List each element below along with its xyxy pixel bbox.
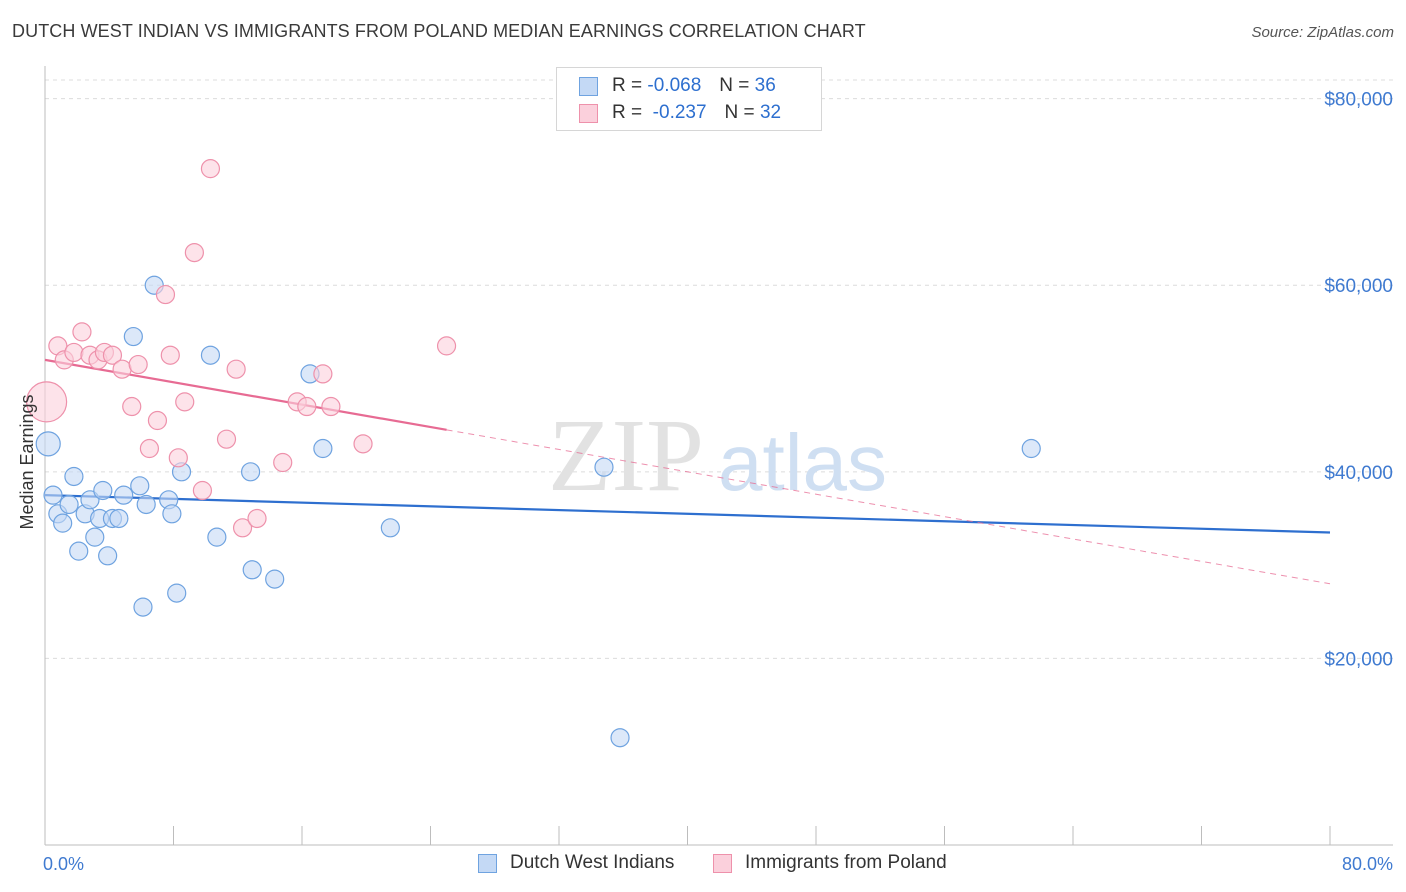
legend-r-label: R = <box>612 102 643 123</box>
legend-n-label: N = <box>724 102 755 123</box>
y-tick-label: $40,000 <box>1324 463 1393 484</box>
y-tick-label: $20,000 <box>1324 649 1393 670</box>
data-point-dutch <box>109 508 129 529</box>
watermark-zip: ZIP <box>548 398 704 513</box>
series-swatch-dutch <box>478 853 497 873</box>
stats-legend: R = -0.068 N = 36 R = -0.237 N = 32 <box>556 67 822 131</box>
data-point-poland <box>147 410 168 431</box>
data-point-dutch <box>43 485 63 505</box>
data-point-poland <box>247 508 267 529</box>
data-point-dutch <box>1021 438 1041 459</box>
watermark-atlas: atlas <box>718 418 887 507</box>
data-point-poland <box>232 518 253 538</box>
data-point-dutch <box>133 597 153 617</box>
data-point-poland <box>160 345 180 365</box>
data-points <box>26 159 1041 748</box>
data-point-dutch <box>130 476 150 496</box>
data-point-poland <box>175 392 195 412</box>
data-point-poland <box>226 359 246 379</box>
data-point-dutch <box>53 513 73 533</box>
data-point-dutch <box>380 518 400 538</box>
data-point-dutch <box>123 326 143 347</box>
tick-labels: $20,000 $40,000 $60,000 $80,000 0.0% 80.0% Med… <box>17 90 1393 874</box>
data-point-poland <box>155 284 176 305</box>
data-point-poland <box>353 434 373 454</box>
legend-row-dutch: R = -0.068 N = 36 <box>579 74 776 98</box>
trend-line-poland <box>44 358 447 431</box>
data-point-dutch <box>35 431 61 457</box>
data-point-dutch <box>93 480 113 501</box>
data-point-dutch <box>167 583 187 603</box>
x-tick-label: 0.0% <box>43 854 84 874</box>
data-point-poland <box>72 322 92 342</box>
data-point-dutch <box>136 494 156 515</box>
legend-swatch-dutch <box>579 76 598 96</box>
chart-title: DUTCH WEST INDIAN VS IMMIGRANTS FROM POL… <box>12 21 866 41</box>
trend-lines <box>44 358 1331 585</box>
data-point-poland <box>297 396 317 417</box>
data-point-poland <box>273 452 293 473</box>
legend-r-label: R = <box>612 75 643 96</box>
data-point-dutch <box>59 494 79 515</box>
trend-line-dutch <box>44 494 1331 534</box>
data-point-dutch <box>207 527 227 547</box>
data-point-poland <box>122 396 142 417</box>
data-point-poland <box>128 354 148 375</box>
legend-n-label: N = <box>719 75 750 96</box>
data-point-poland <box>168 448 188 468</box>
data-point-dutch <box>594 457 614 477</box>
legend-r-value: -0.237 <box>652 102 707 123</box>
data-point-poland <box>102 345 123 365</box>
y-axis-label: Median Earnings <box>17 394 37 529</box>
data-point-poland <box>321 396 341 417</box>
series-legend-dutch: Dutch West Indians <box>478 852 674 874</box>
data-point-dutch <box>313 438 333 459</box>
series-legend-poland: Immigrants from Poland <box>713 852 947 874</box>
watermark: ZIP atlas <box>548 398 887 513</box>
data-point-poland <box>313 364 333 384</box>
chart-source: Source: ZipAtlas.com <box>1251 24 1394 41</box>
data-point-dutch <box>162 504 182 524</box>
data-point-poland <box>184 242 204 263</box>
series-label-dutch: Dutch West Indians <box>510 852 675 873</box>
data-point-dutch <box>69 541 89 561</box>
data-point-dutch <box>610 728 630 748</box>
data-point-poland <box>112 359 132 379</box>
data-point-dutch <box>241 462 261 482</box>
legend-n-value: 32 <box>759 102 782 123</box>
data-point-poland <box>64 342 84 363</box>
data-point-poland <box>436 336 457 356</box>
series-legend: Dutch West Indians Immigrants from Polan… <box>0 852 1406 878</box>
data-point-poland <box>26 381 68 423</box>
y-tick-label: $80,000 <box>1324 90 1393 111</box>
data-point-dutch <box>200 345 221 365</box>
data-point-dutch <box>114 485 134 505</box>
legend-n-value: 36 <box>754 75 776 96</box>
data-point-dutch <box>98 546 118 566</box>
data-point-poland <box>200 159 221 179</box>
legend-row-poland: R = -0.237 N = 32 <box>579 101 781 125</box>
data-point-dutch <box>265 569 285 589</box>
data-point-dutch <box>64 466 84 487</box>
data-point-dutch <box>85 527 105 547</box>
data-point-poland <box>216 429 237 449</box>
y-tick-label: $60,000 <box>1324 276 1393 297</box>
legend-swatch-poland <box>579 103 598 123</box>
x-tick-label: 80.0% <box>1342 854 1393 874</box>
series-label-poland: Immigrants from Poland <box>745 852 947 873</box>
legend-r-value: -0.068 <box>647 75 702 96</box>
data-point-dutch <box>80 490 100 510</box>
series-swatch-poland <box>713 853 732 873</box>
data-point-poland <box>192 480 213 501</box>
data-point-dutch <box>242 560 262 580</box>
data-point-poland <box>139 438 160 459</box>
